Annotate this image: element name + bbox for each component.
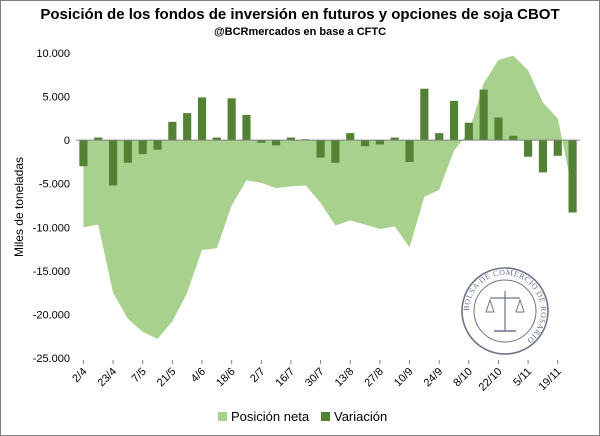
bar-variacion	[331, 140, 340, 163]
y-tick-label: 5.000	[42, 92, 70, 104]
bar-variacion	[94, 137, 103, 141]
y-axis-label: Miles de toneladas	[12, 157, 26, 257]
x-tick-label: 2/7	[248, 366, 267, 385]
bar-variacion	[524, 140, 533, 157]
bar-variacion	[212, 137, 221, 141]
bar-variacion	[405, 140, 414, 162]
bar-variacion	[553, 140, 562, 156]
bar-variacion	[227, 98, 236, 141]
bar-variacion	[123, 140, 132, 163]
bar-variacion	[286, 137, 296, 141]
bar-variacion	[435, 133, 444, 141]
bar-variacion	[568, 140, 577, 213]
bar-variacion	[464, 122, 473, 141]
bar-variacion	[420, 88, 429, 141]
legend-label-variacion: Variación	[334, 409, 387, 424]
x-tick-label: 4/6	[189, 366, 208, 385]
y-tick-label: -15.000	[33, 266, 70, 278]
bar-variacion	[108, 140, 118, 186]
bar-variacion	[346, 133, 355, 141]
bar-variacion	[153, 140, 162, 150]
chart-title: Posición de los fondos de inversión en f…	[40, 6, 560, 23]
area-posicion-neta	[83, 55, 573, 339]
x-tick-label: 27/8	[362, 366, 386, 390]
x-tick-label: 7/5	[130, 366, 149, 385]
legend-swatch-posicion	[218, 412, 227, 421]
bar-variacion	[79, 140, 88, 167]
y-tick-label: -20.000	[33, 309, 70, 321]
bar-variacion	[390, 137, 399, 141]
bar-variacion	[360, 140, 370, 147]
y-tick-label: -10.000	[33, 222, 70, 234]
x-tick-label: 23/4	[96, 366, 120, 390]
x-tick-label: 2/4	[70, 366, 89, 385]
x-tick-label: 18/6	[214, 366, 238, 390]
y-tick-label: -5.000	[39, 179, 70, 191]
legend-label-posicion: Posición neta	[231, 409, 310, 424]
x-tick-label: 10/9	[392, 366, 416, 390]
x-tick-label: 24/9	[422, 366, 446, 390]
legend: Posición neta Variación	[218, 409, 387, 424]
legend-swatch-variacion	[321, 412, 330, 421]
x-tick-label: 22/10	[477, 366, 505, 394]
y-tick-label: 10.000	[36, 48, 70, 60]
bar-variacion	[479, 89, 488, 141]
x-tick-label: 8/10	[451, 366, 475, 390]
x-tick-label: 13/8	[333, 366, 357, 390]
x-tick-label: 21/5	[155, 366, 179, 390]
bar-variacion	[272, 140, 281, 146]
bar-layer	[79, 88, 577, 213]
x-tick-label: 5/11	[511, 366, 534, 389]
bar-variacion	[375, 140, 384, 145]
bar-variacion	[242, 114, 251, 141]
bar-variacion	[316, 140, 325, 158]
x-tick-label: 19/11	[537, 366, 564, 393]
seal-logo: BOLSA DE COMERCIO DE ROSARIO	[461, 267, 549, 355]
bar-variacion	[168, 121, 177, 141]
area-layer	[83, 55, 573, 339]
bar-variacion	[183, 113, 192, 141]
bar-variacion	[494, 117, 503, 141]
x-tick-label: 30/7	[303, 366, 327, 390]
bar-variacion	[449, 100, 459, 141]
bar-variacion	[138, 140, 147, 155]
chart-subtitle: @BCRmercados en base a CFTC	[213, 26, 387, 38]
bar-variacion	[257, 140, 266, 143]
bar-variacion	[538, 140, 548, 173]
bar-variacion	[509, 135, 518, 141]
x-tick-label: 16/7	[273, 366, 297, 390]
bar-variacion	[197, 97, 207, 141]
y-tick-label: 0	[64, 135, 70, 147]
y-tick-label: -25.000	[33, 353, 70, 365]
